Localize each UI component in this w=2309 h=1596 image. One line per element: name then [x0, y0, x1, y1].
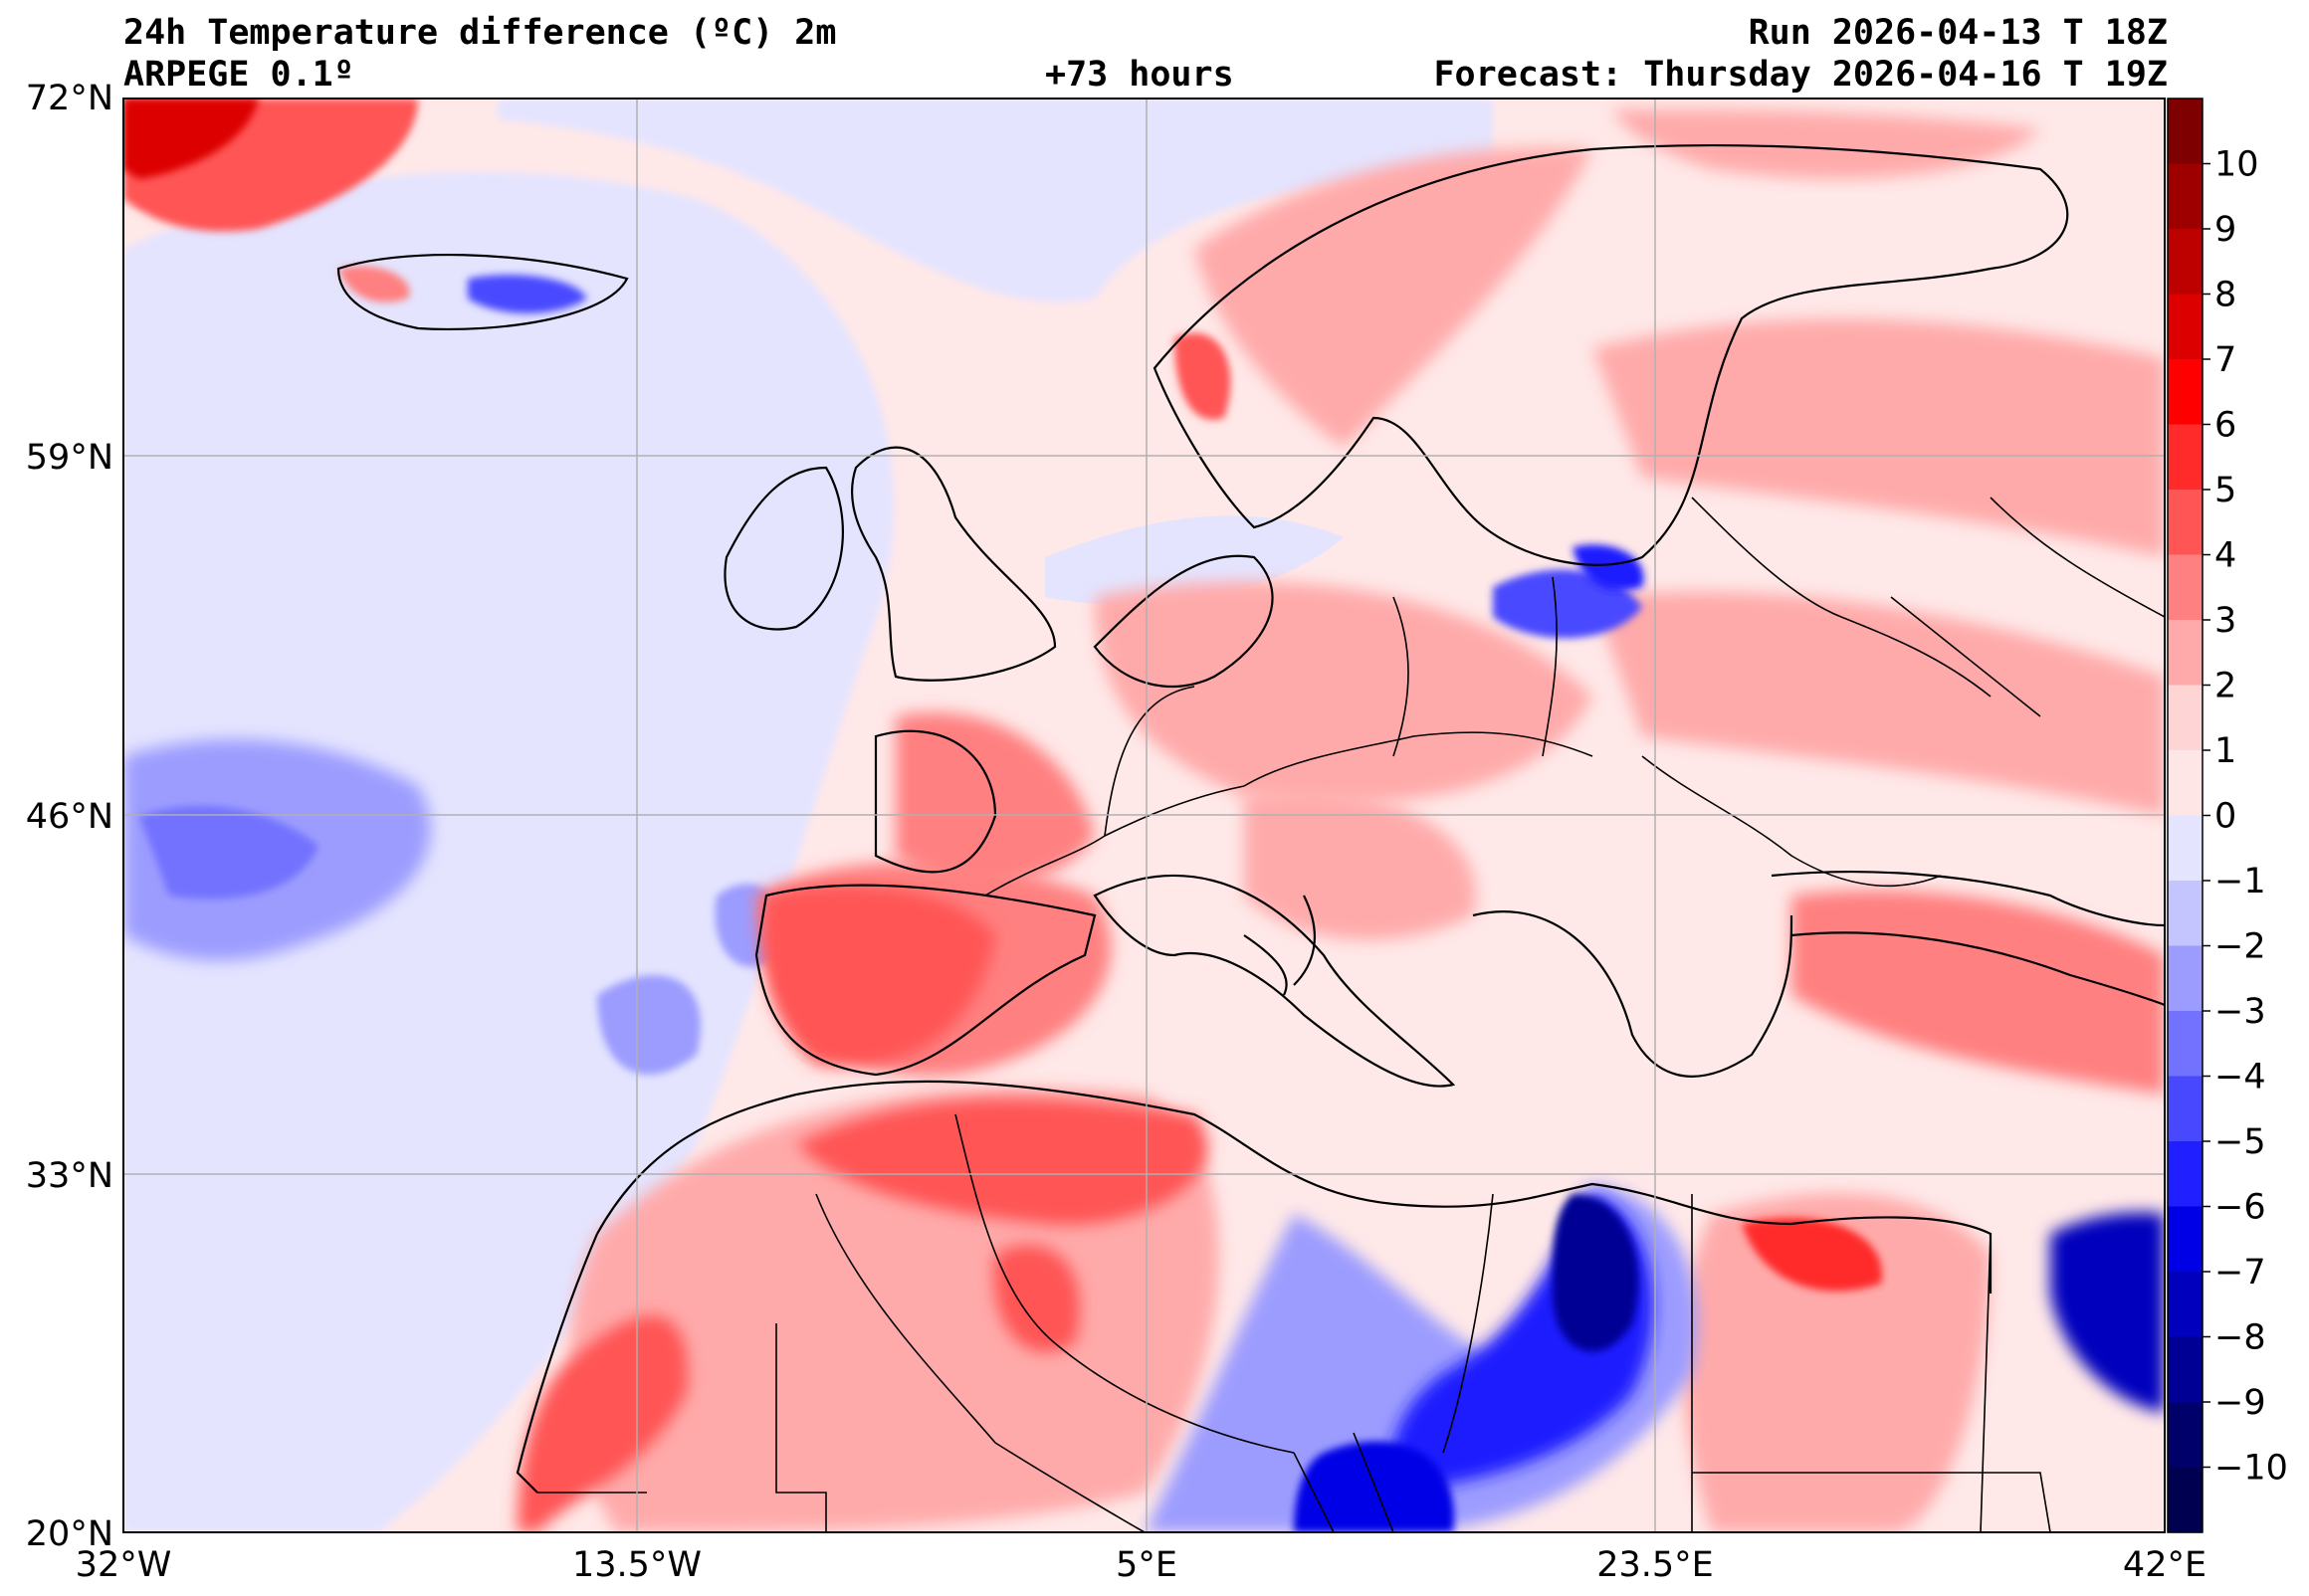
colorbar-swatch — [2168, 554, 2203, 621]
colorbar-label: −6 — [2214, 1188, 2266, 1228]
lon-axis: 32°W 13.5°W 5°E 23.5°E 42°E — [76, 1545, 2206, 1585]
forecast-time: Forecast: Thursday 2026-04-16 T 19Z — [1433, 55, 2168, 95]
coastlines — [336, 143, 2165, 1494]
colorbar-label: −3 — [2214, 992, 2266, 1032]
colorbar-swatch — [2168, 945, 2203, 1012]
colorbar-swatch — [2168, 99, 2203, 165]
lat-tick-72: 72°N — [26, 79, 113, 118]
colorbar-swatch — [2168, 424, 2203, 491]
lon-tick-32w: 32°W — [76, 1545, 172, 1585]
colorbar-label: −1 — [2214, 862, 2266, 901]
colorbar-label: 10 — [2214, 145, 2259, 185]
colorbar-swatch — [2168, 1467, 2203, 1533]
lat-tick-33: 33°N — [26, 1156, 113, 1196]
colorbar-swatch — [2168, 750, 2203, 817]
colorbar-label: 1 — [2214, 731, 2236, 771]
colorbar-swatch — [2168, 685, 2203, 751]
lon-tick-13-5w: 13.5°W — [572, 1545, 702, 1585]
lon-tick-42e: 42°E — [2123, 1545, 2206, 1585]
lat-axis: 72°N 59°N 46°N 33°N 20°N — [26, 79, 113, 1554]
colorbar-swatch — [2168, 229, 2203, 296]
borders — [537, 497, 2165, 1532]
lat-tick-59: 59°N — [26, 438, 113, 478]
colorbar-label: 3 — [2214, 601, 2236, 641]
colorbar-label: 2 — [2214, 667, 2236, 706]
colorbar-label: −9 — [2214, 1383, 2266, 1423]
colorbar-label: 6 — [2214, 406, 2236, 446]
colorbar-swatch — [2168, 620, 2203, 687]
colorbar-swatch — [2168, 294, 2203, 360]
colorbar-label: −10 — [2214, 1449, 2288, 1489]
colorbar-label: −7 — [2214, 1253, 2266, 1293]
colorbar-label: −4 — [2214, 1058, 2266, 1097]
colorbar-label: 5 — [2214, 471, 2236, 510]
colorbar-swatch — [2168, 1206, 2203, 1273]
model-name: ARPEGE 0.1º — [123, 55, 354, 95]
run-time: Run 2026-04-13 T 18Z — [1748, 13, 2168, 53]
colorbar-label: 7 — [2214, 340, 2236, 380]
colorbar-swatch — [2168, 1076, 2203, 1142]
gridlines — [123, 99, 2165, 1532]
colorbar-label: 8 — [2214, 276, 2236, 315]
colorbar-swatch — [2168, 1336, 2203, 1403]
colorbar-swatch — [2168, 490, 2203, 556]
colorbar-swatch — [2168, 881, 2203, 947]
colorbar-swatch — [2168, 163, 2203, 230]
colorbar-label: −2 — [2214, 927, 2266, 967]
colorbar-swatch — [2168, 359, 2203, 426]
colorbar-swatch — [2168, 1402, 2203, 1469]
colorbar-swatch — [2168, 815, 2203, 882]
lon-tick-23-5e: 23.5°E — [1596, 1545, 1714, 1585]
map-frame — [122, 98, 2166, 1533]
colorbar-label: −5 — [2214, 1122, 2266, 1162]
colorbar-label: 0 — [2214, 797, 2236, 837]
colorbar-swatch — [2168, 1011, 2203, 1078]
map-title: 24h Temperature difference (ºC) 2m — [123, 13, 837, 53]
lat-tick-20: 20°N — [26, 1514, 113, 1554]
lead-time: +73 hours — [1045, 55, 1234, 95]
lon-tick-5e: 5°E — [1116, 1545, 1177, 1585]
colorbar-label: 4 — [2214, 536, 2236, 576]
lat-tick-46: 46°N — [26, 797, 113, 837]
colorbar-swatch — [2168, 1272, 2203, 1338]
colorbar-swatch — [2168, 1141, 2203, 1208]
colorbar-label: −8 — [2214, 1318, 2266, 1358]
colorbar-label: 9 — [2214, 210, 2236, 250]
